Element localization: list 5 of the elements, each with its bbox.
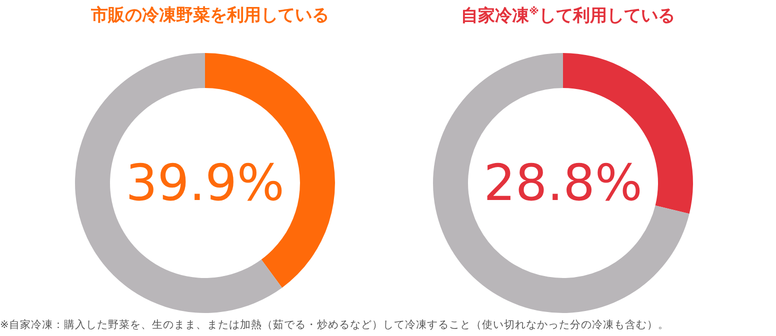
data-label: 39.9% — [126, 154, 284, 212]
chart-title: 自家冷凍※して利用している — [461, 6, 675, 26]
chart-title: 市販の冷凍野菜を利用している — [90, 6, 329, 26]
text: ※自家冷凍：購入した野菜を、生のまま、または加熱（茹でる・炒めるなど）して冷凍すること（使い切れなかった分の冷凍も含む）。 — [0, 318, 670, 332]
data-label: 28.8% — [484, 154, 642, 212]
